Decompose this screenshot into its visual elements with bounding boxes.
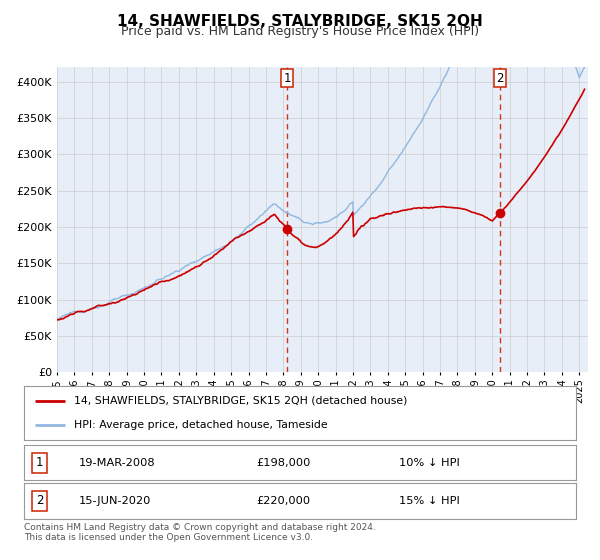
Text: £220,000: £220,000 <box>256 496 310 506</box>
Text: 10% ↓ HPI: 10% ↓ HPI <box>400 458 460 468</box>
Text: Price paid vs. HM Land Registry's House Price Index (HPI): Price paid vs. HM Land Registry's House … <box>121 25 479 38</box>
Text: £198,000: £198,000 <box>256 458 310 468</box>
Text: 14, SHAWFIELDS, STALYBRIDGE, SK15 2QH (detached house): 14, SHAWFIELDS, STALYBRIDGE, SK15 2QH (d… <box>74 396 407 406</box>
Text: Contains HM Land Registry data © Crown copyright and database right 2024.
This d: Contains HM Land Registry data © Crown c… <box>24 523 376 543</box>
Text: 2: 2 <box>496 72 504 85</box>
Text: 15% ↓ HPI: 15% ↓ HPI <box>400 496 460 506</box>
Text: HPI: Average price, detached house, Tameside: HPI: Average price, detached house, Tame… <box>74 420 328 430</box>
Text: 1: 1 <box>283 72 291 85</box>
Text: 2: 2 <box>36 494 43 507</box>
Text: 19-MAR-2008: 19-MAR-2008 <box>79 458 156 468</box>
Text: 15-JUN-2020: 15-JUN-2020 <box>79 496 152 506</box>
Text: 14, SHAWFIELDS, STALYBRIDGE, SK15 2QH: 14, SHAWFIELDS, STALYBRIDGE, SK15 2QH <box>117 14 483 29</box>
Text: 1: 1 <box>36 456 43 469</box>
